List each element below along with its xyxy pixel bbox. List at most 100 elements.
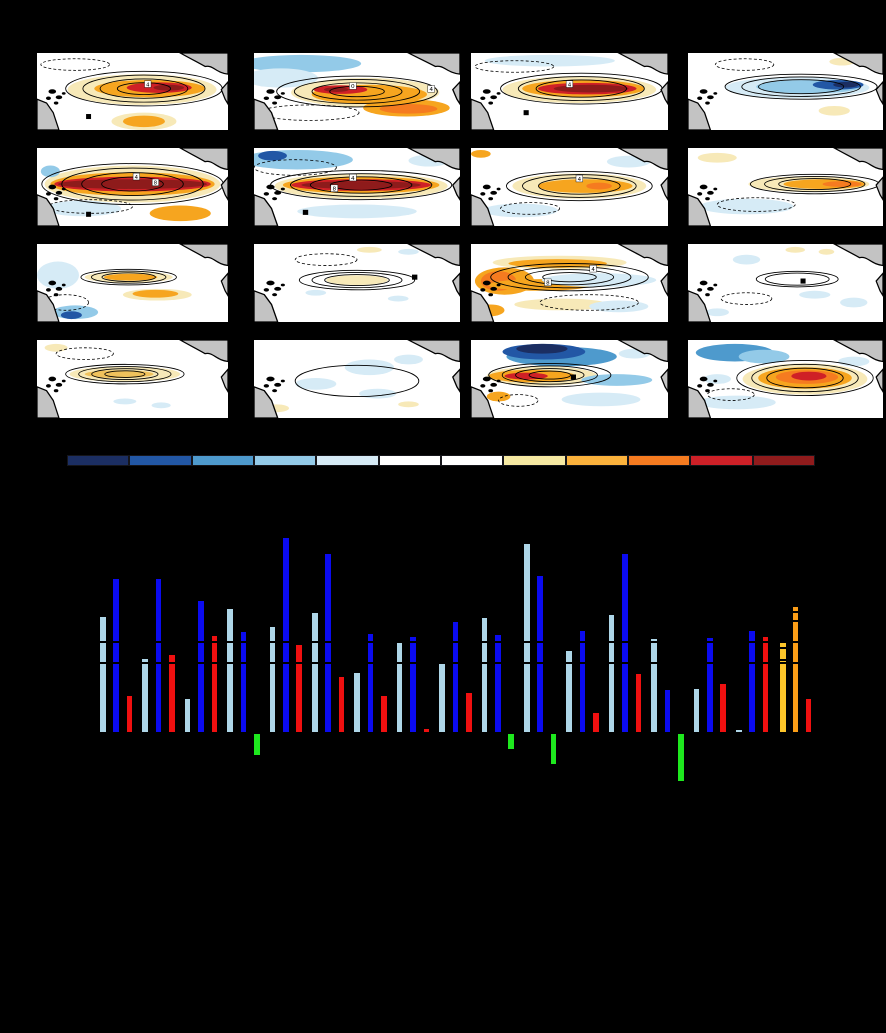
contour-label: 4 bbox=[568, 82, 572, 88]
bar-group14-third bbox=[677, 733, 685, 782]
obs-range-cap-2 bbox=[779, 659, 787, 661]
bar-group4-dark bbox=[239, 631, 248, 733]
south-america-landmass bbox=[220, 272, 228, 297]
bar-group5-dark bbox=[282, 537, 290, 733]
bar-group3-third bbox=[210, 635, 219, 733]
bar-group13-light bbox=[607, 614, 616, 733]
obs-reference-tick-1 bbox=[197, 641, 205, 643]
obs-range-cap-2 bbox=[791, 620, 800, 622]
map-panel-r3c1 bbox=[36, 243, 229, 323]
obs-reference-tick-1 bbox=[226, 641, 234, 643]
obs-reference-tick-1 bbox=[706, 641, 714, 643]
obs-reference-tick-2 bbox=[324, 662, 332, 664]
map-panel-r4c2 bbox=[253, 339, 461, 419]
australia-landmass bbox=[471, 194, 495, 226]
australia-landmass bbox=[688, 386, 712, 418]
bar-group7-third bbox=[380, 695, 388, 733]
north-america-landmass bbox=[832, 53, 883, 75]
obs-reference-tick-2 bbox=[650, 662, 658, 664]
north-america-landmass bbox=[407, 340, 460, 363]
bar-obs-1 bbox=[779, 642, 787, 733]
obs-range-cap-1 bbox=[779, 647, 787, 649]
obs-range-cap-1 bbox=[791, 611, 800, 613]
obs-reference-tick-2 bbox=[395, 662, 404, 664]
obs-reference-tick-2 bbox=[366, 662, 375, 664]
south-america-landmass bbox=[660, 176, 668, 201]
bar-group11-dark bbox=[536, 575, 544, 733]
map-panel-r1c4 bbox=[687, 52, 884, 131]
colorbar-segment-12 bbox=[752, 455, 815, 466]
south-america-landmass bbox=[220, 80, 228, 106]
station-marker bbox=[523, 110, 529, 116]
colorbar-segment-9 bbox=[565, 455, 628, 466]
obs-reference-tick-1 bbox=[650, 641, 658, 643]
australia-landmass bbox=[254, 386, 279, 418]
obs-reference-tick-1 bbox=[99, 641, 107, 643]
south-america-landmass bbox=[452, 272, 460, 297]
colorbar bbox=[67, 455, 815, 466]
australia-landmass bbox=[688, 290, 712, 322]
station-marker bbox=[412, 274, 418, 280]
bar-group6-dark bbox=[324, 553, 332, 733]
colorbar-segment-8 bbox=[503, 455, 566, 466]
north-america-landmass bbox=[617, 244, 668, 267]
bar-obs-2 bbox=[791, 606, 800, 733]
station-marker bbox=[302, 209, 309, 215]
obs-reference-tick-2 bbox=[621, 662, 629, 664]
bar-group1-light bbox=[99, 616, 107, 733]
bar-group2-third bbox=[168, 654, 176, 733]
north-america-landmass bbox=[832, 340, 883, 363]
contour-label: 8 bbox=[333, 187, 337, 193]
colorbar-segment-10 bbox=[627, 455, 691, 466]
south-america-landmass bbox=[660, 272, 668, 297]
contour-label: 4 bbox=[135, 175, 139, 181]
contour-label: 0 bbox=[351, 84, 355, 90]
bar-group7-light bbox=[353, 672, 361, 733]
obs-reference-tick-1 bbox=[480, 641, 489, 643]
map-panel-r4c3 bbox=[470, 339, 669, 419]
south-america-landmass bbox=[220, 176, 228, 201]
south-america-landmass bbox=[875, 176, 883, 201]
obs-reference-tick-1 bbox=[311, 641, 319, 643]
bar-group3-light bbox=[183, 698, 192, 733]
obs-reference-tick-1 bbox=[112, 641, 120, 643]
bar-group14-dark bbox=[663, 689, 672, 733]
contour-label: 4 bbox=[591, 267, 595, 273]
australia-landmass bbox=[37, 386, 60, 418]
obs-reference-tick-2 bbox=[494, 662, 502, 664]
bar-group9-light bbox=[438, 663, 446, 733]
bar-group11-third bbox=[549, 733, 558, 765]
obs-reference-tick-2 bbox=[409, 662, 417, 664]
bar-obs-3 bbox=[804, 698, 813, 733]
bar-group16-dark bbox=[748, 630, 756, 733]
bar-group3-dark bbox=[197, 600, 205, 733]
bar-group2-dark bbox=[154, 578, 163, 733]
bar-group16-third bbox=[761, 636, 770, 733]
australia-landmass bbox=[471, 98, 495, 130]
obs-reference-tick-1 bbox=[607, 641, 616, 643]
contour-label: 4 bbox=[429, 87, 433, 93]
bar-group9-third bbox=[465, 692, 473, 733]
bar-group15-dark bbox=[706, 637, 714, 733]
north-america-landmass bbox=[407, 148, 460, 171]
obs-reference-tick-2 bbox=[536, 662, 544, 664]
colorbar-segment-7 bbox=[440, 455, 504, 466]
obs-reference-tick-1 bbox=[451, 641, 460, 643]
bar-group10-third bbox=[507, 733, 515, 750]
north-america-landmass bbox=[832, 148, 883, 171]
obs-reference-tick-1 bbox=[324, 641, 332, 643]
obs-reference-tick-2 bbox=[706, 662, 714, 664]
north-america-landmass bbox=[178, 244, 228, 267]
obs-reference-tick-1 bbox=[748, 641, 756, 643]
station-marker bbox=[570, 374, 577, 380]
map-panel-r1c3: 4 bbox=[470, 52, 669, 131]
obs-reference-tick-1 bbox=[621, 641, 629, 643]
obs-reference-tick-2 bbox=[295, 662, 303, 664]
australia-landmass bbox=[254, 98, 279, 130]
obs-reference-tick-1 bbox=[409, 641, 417, 643]
south-america-landmass bbox=[452, 368, 460, 393]
obs-reference-tick-1 bbox=[239, 641, 248, 643]
colorbar-segment-4 bbox=[253, 455, 317, 466]
bar-group11-light bbox=[523, 543, 531, 733]
